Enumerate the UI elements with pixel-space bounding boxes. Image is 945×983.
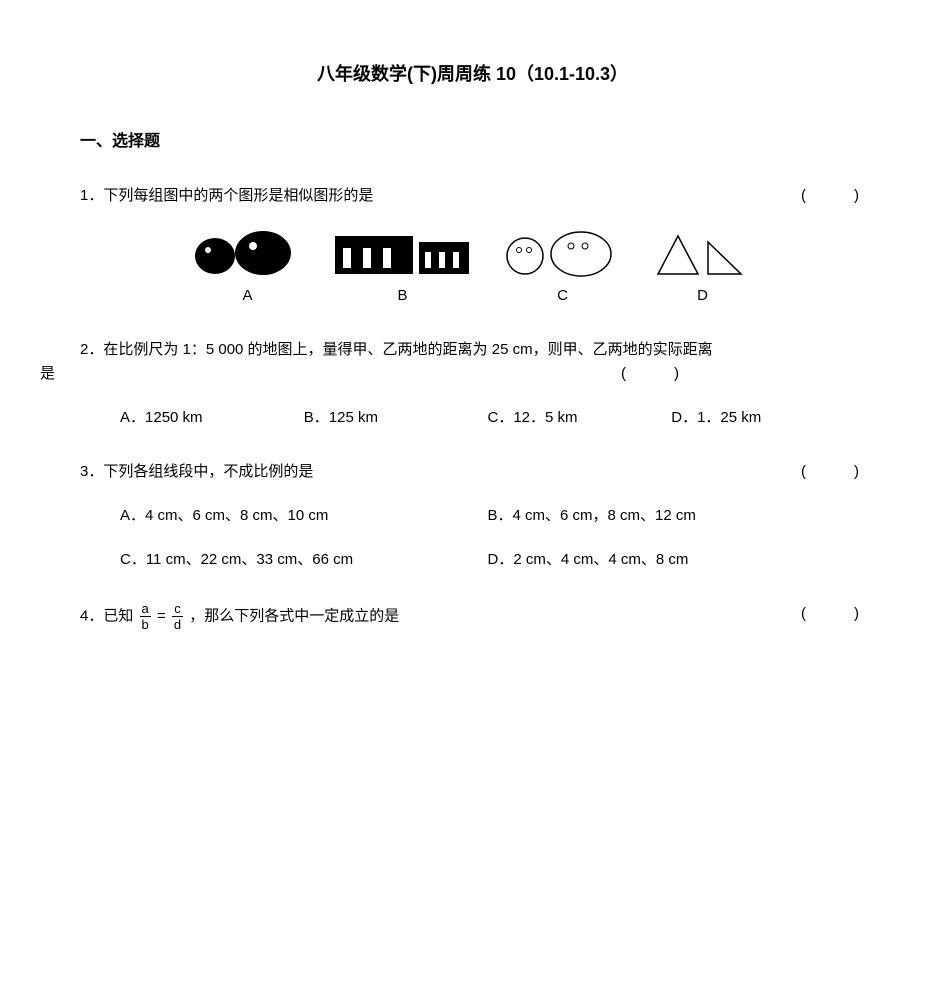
q1-label-b: B bbox=[333, 284, 473, 308]
q1-label-c: C bbox=[503, 284, 623, 308]
q2-options: A．1250 km B．125 km C．12．5 km D．1．25 km bbox=[80, 406, 865, 430]
q3-option-b: B．4 cm、6 cm，8 cm、12 cm bbox=[488, 504, 856, 528]
q3-options-row1: A．4 cm、6 cm、8 cm、10 cm B．4 cm、6 cm，8 cm、… bbox=[80, 504, 865, 528]
question-3: 3．下列各组线段中，不成比例的是 ( ) A．4 cm、6 cm、8 cm、10… bbox=[80, 460, 865, 572]
q1-label-d: D bbox=[653, 284, 753, 308]
q4-frac2-num: c bbox=[172, 602, 183, 617]
similar-shapes-d-icon bbox=[653, 228, 753, 278]
q4-eq: = bbox=[157, 608, 170, 625]
q4-frac2-den: d bbox=[172, 617, 183, 631]
q3-paren: ( ) bbox=[801, 460, 865, 484]
q2-option-c: C．12．5 km bbox=[488, 406, 672, 430]
q2-line1: 2．在比例尺为 1：5 000 的地图上，量得甲、乙两地的距离为 25 cm，则… bbox=[80, 341, 713, 358]
similar-shapes-b-icon bbox=[333, 228, 473, 278]
q2-line2: 是 bbox=[40, 365, 55, 382]
q1-paren: ( ) bbox=[801, 184, 865, 208]
q2-option-d: D．1．25 km bbox=[671, 406, 855, 430]
q4-frac1-den: b bbox=[140, 617, 151, 631]
q3-options-row2: C．11 cm、22 cm、33 cm、66 cm D．2 cm、4 cm、4 … bbox=[80, 548, 865, 572]
q1-option-c: C bbox=[503, 228, 623, 308]
q1-label-a: A bbox=[193, 284, 303, 308]
q3-stem: 3．下列各组线段中，不成比例的是 bbox=[80, 463, 313, 480]
section-header: 一、选择题 bbox=[80, 129, 865, 155]
q1-option-b: B bbox=[333, 228, 473, 308]
q3-option-c: C．11 cm、22 cm、33 cm、66 cm bbox=[120, 548, 488, 572]
q4-frac1-num: a bbox=[140, 602, 151, 617]
q1-stem: 1．下列每组图中的两个图形是相似图形的是 bbox=[80, 187, 373, 204]
q4-paren: ( ) bbox=[801, 602, 865, 626]
similar-shapes-c-icon bbox=[503, 228, 623, 278]
q4-text: 4．已知 a b = c d ，那么下列各式中一定成立的是 ( ) bbox=[80, 602, 865, 631]
page-title: 八年级数学(下)周周练 10（10.1-10.3） bbox=[80, 60, 865, 89]
q4-prefix: 4．已知 bbox=[80, 608, 133, 625]
question-2: 2．在比例尺为 1：5 000 的地图上，量得甲、乙两地的距离为 25 cm，则… bbox=[80, 338, 865, 430]
q2-option-a: A．1250 km bbox=[120, 406, 304, 430]
q4-frac1: a b bbox=[140, 602, 151, 631]
q2-option-b: B．125 km bbox=[304, 406, 488, 430]
q3-option-a: A．4 cm、6 cm、8 cm、10 cm bbox=[120, 504, 488, 528]
similar-shapes-a-icon bbox=[193, 228, 303, 278]
q1-figures: A B C bbox=[80, 228, 865, 308]
q1-option-a: A bbox=[193, 228, 303, 308]
q3-text: 3．下列各组线段中，不成比例的是 ( ) bbox=[80, 460, 865, 484]
q4-suffix: ，那么下列各式中一定成立的是 bbox=[189, 608, 399, 625]
q3-option-d: D．2 cm、4 cm、4 cm、8 cm bbox=[488, 548, 856, 572]
q2-text: 2．在比例尺为 1：5 000 的地图上，量得甲、乙两地的距离为 25 cm，则… bbox=[80, 338, 865, 386]
q2-paren: ( ) bbox=[621, 362, 865, 386]
q1-text: 1．下列每组图中的两个图形是相似图形的是 ( ) bbox=[80, 184, 865, 208]
q1-option-d: D bbox=[653, 228, 753, 308]
q4-frac2: c d bbox=[172, 602, 183, 631]
question-1: 1．下列每组图中的两个图形是相似图形的是 ( ) A bbox=[80, 184, 865, 308]
question-4: 4．已知 a b = c d ，那么下列各式中一定成立的是 ( ) bbox=[80, 602, 865, 631]
